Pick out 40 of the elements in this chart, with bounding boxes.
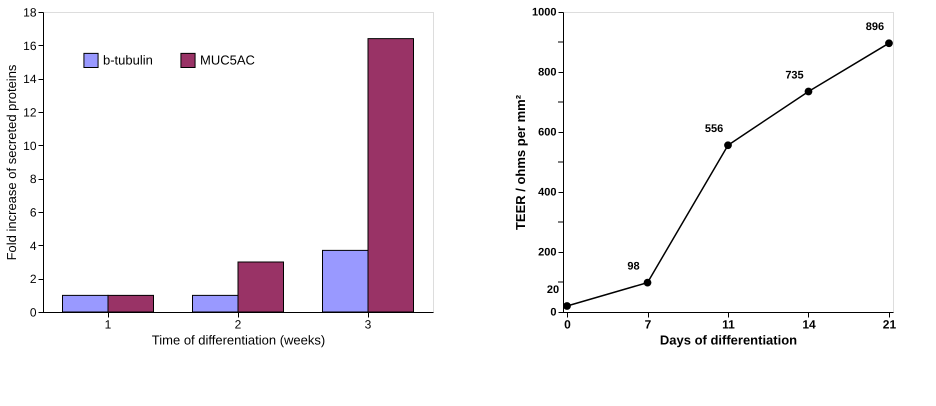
- x-tick-label: 2: [234, 318, 242, 332]
- x-tick-label: 11: [722, 318, 736, 332]
- y-tick-label: 400: [538, 186, 556, 198]
- point: [804, 88, 812, 96]
- point: [885, 39, 893, 48]
- data-label: 556: [704, 123, 724, 136]
- legend-label: b-tubulin: [103, 52, 153, 68]
- x-tick-label: 3: [364, 318, 372, 332]
- y-tick-label: 6: [30, 206, 37, 220]
- data-label: 98: [627, 260, 640, 273]
- point: [563, 302, 571, 310]
- legend-label: MUC5AC: [200, 52, 255, 68]
- data-label: 20: [546, 284, 560, 296]
- data-label: 735: [785, 70, 804, 82]
- y-tick-label: 10: [23, 138, 37, 153]
- point: [724, 141, 732, 150]
- point: [644, 278, 652, 286]
- y-tick-label: 1000: [532, 6, 556, 18]
- y-tick-label: 18: [23, 6, 37, 20]
- y-tick-label: 16: [23, 38, 37, 53]
- x-tick-label: 14: [802, 318, 816, 332]
- y-tick-label: 2: [30, 272, 37, 286]
- y-tick-label: 600: [538, 126, 556, 138]
- y-tick-label: 800: [538, 66, 556, 78]
- data-label: 896: [866, 21, 884, 34]
- y-tick-label: 4: [30, 238, 37, 253]
- y-axis-title: TEER / ohms per mm²: [513, 94, 528, 230]
- y-tick-label: 14: [23, 72, 37, 86]
- y-tick-label: 8: [30, 172, 37, 186]
- y-axis-title: Fold increase of secreted proteins: [4, 64, 20, 260]
- x-tick-label: 7: [644, 318, 652, 332]
- x-axis-title: Days of differentiation: [660, 332, 798, 348]
- x-tick-label: 21: [882, 318, 896, 332]
- y-tick-label: 0: [30, 306, 37, 320]
- x-tick-label: 1: [104, 318, 112, 332]
- x-axis-title: Time of differentiation (weeks): [152, 332, 326, 348]
- y-tick-label: 0: [550, 306, 556, 318]
- y-tick-label: 12: [23, 106, 37, 120]
- x-tick-label: 0: [564, 318, 572, 332]
- y-tick-label: 200: [538, 246, 556, 258]
